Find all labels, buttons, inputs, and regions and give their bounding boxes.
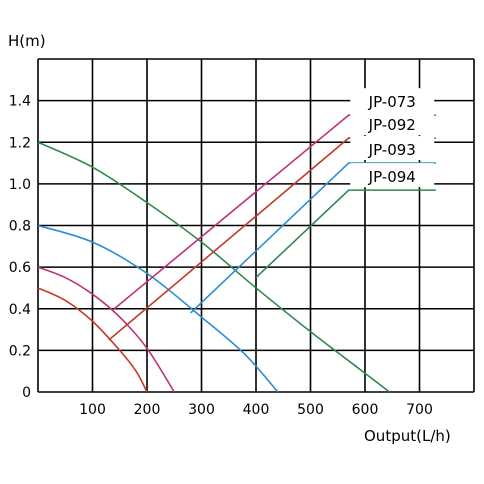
series-line-jp-094 [37,141,391,393]
legend-label-jp-073: JP-073 [368,93,416,111]
series-line-jp-073 [37,266,175,393]
legend-label-jp-092: JP-092 [368,116,416,134]
y-tick-label: 0.8 [9,219,31,235]
series-line-jp-092 [37,287,148,393]
legend-label-background [350,136,435,161]
x-tick-label: 200 [134,402,161,418]
y-tick-label: 1.4 [9,94,31,110]
y-tick-label: 1.2 [9,135,31,151]
x-tick-label: 100 [79,402,106,418]
y-axis-title: H(m) [8,32,46,50]
legend-label-jp-093: JP-093 [368,141,416,159]
legend-leaders: JP-073 JP-092 JP-093 JP-094 [108,88,436,341]
legend-label-background [350,163,435,188]
series-lines [37,141,391,393]
x-axis-title: Output(L/h) [364,427,451,445]
legend-label-background [350,111,435,136]
y-tick-label: 0.2 [9,343,31,359]
x-tick-label: 500 [297,402,324,418]
legend-leader-jp-094 [255,189,436,279]
x-tick-label: 700 [406,402,433,418]
legend-label-background [350,88,435,113]
y-tick-label: 1.0 [9,177,31,193]
x-tick-label: 600 [352,402,379,418]
x-tick-label: 300 [188,402,215,418]
y-tick-label: 0.4 [9,302,31,318]
legend-label-jp-094: JP-094 [368,168,416,186]
series-line-jp-093 [37,224,279,393]
x-tick-label: 400 [243,402,270,418]
y-tick-label: 0.6 [9,260,31,276]
legend-leader-jp-093 [190,162,436,314]
y-tick-label: 0 [22,385,31,401]
tick-labels: 100 200 300 400 500 600 700 0 0.2 0.4 0.6 0.8 1.0 1.2… [9,94,433,418]
